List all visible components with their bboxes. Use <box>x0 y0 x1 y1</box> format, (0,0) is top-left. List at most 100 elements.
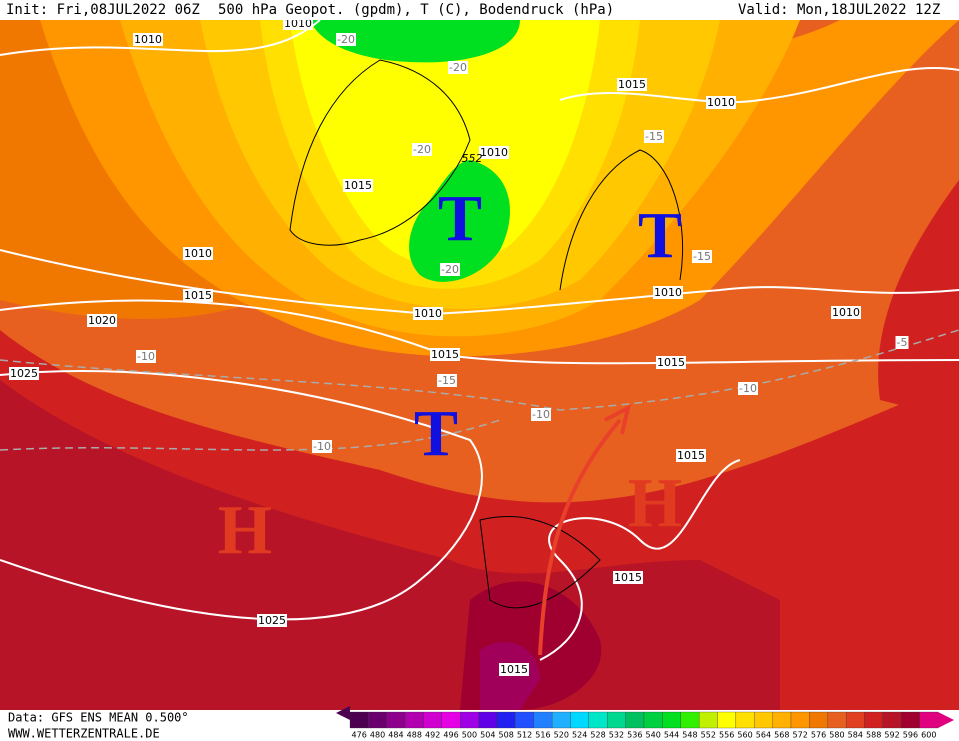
isobar-label: 1020 <box>88 314 116 327</box>
colorbar-label: 520 <box>554 731 569 740</box>
pressure-system: T <box>414 397 458 470</box>
isobar-label: 1010 <box>134 33 162 46</box>
temperature-label-box <box>895 336 909 349</box>
isobar-label: 1010 <box>184 247 212 260</box>
isobar-label: 1010 <box>832 306 860 319</box>
colorbar-swatch <box>698 711 718 729</box>
temperature-label: -10 <box>532 408 550 421</box>
isobar-label: 1015 <box>431 348 459 361</box>
temperature-label: -10 <box>739 382 757 395</box>
isobar-label-box <box>613 571 643 584</box>
isobar-label-box <box>343 179 373 192</box>
colorbar-swatch <box>919 711 939 729</box>
isobar-label-box <box>430 348 460 361</box>
isobar-label-box <box>183 247 213 260</box>
temperature-label-box <box>738 382 758 395</box>
colorbar-label: 560 <box>737 731 752 740</box>
colorbar-label: 584 <box>848 731 863 740</box>
temperature-label: -10 <box>313 440 331 453</box>
pressure-system: H <box>218 492 272 569</box>
colorbar-swatch <box>882 711 902 729</box>
colorbar-swatch <box>901 711 920 729</box>
isobar-label-box <box>831 306 861 319</box>
colorbar-start <box>336 706 350 720</box>
data-source: Data: GFS ENS MEAN 0.500° <box>8 711 189 725</box>
isobar-label: 1015 <box>677 449 705 462</box>
colorbar-swatch <box>349 711 369 729</box>
coastlines <box>289 59 684 609</box>
colorbar-swatch <box>790 711 810 729</box>
isobar-label: 1015 <box>657 356 685 369</box>
isobar-label: 1010 <box>707 96 735 109</box>
colorbar-label: 556 <box>719 731 734 740</box>
map-title: 500 hPa Geopot. (gpdm), T (C), Bodendruc… <box>218 2 614 18</box>
isobar-label-box <box>706 96 736 109</box>
colorbar-swatch <box>717 711 737 729</box>
isobar-label: 1015 <box>500 663 528 676</box>
colorbar-label: 528 <box>590 731 605 740</box>
temperature-label: -20 <box>441 263 459 276</box>
colorbar-label: 572 <box>793 731 808 740</box>
colorbar-swatch <box>404 711 424 729</box>
colorbar-label: 476 <box>352 731 367 740</box>
temperature-label: -20 <box>449 61 467 74</box>
temperature-label-box <box>312 440 332 453</box>
isobar-label: 1015 <box>184 289 212 302</box>
temperature-label-box <box>448 61 468 74</box>
temperature-label: -15 <box>645 130 663 143</box>
temperature-label-box <box>644 130 664 143</box>
colorbar-swatch <box>533 711 553 729</box>
init-time: Init: Fri,08JUL2022 06Z <box>6 2 200 18</box>
colorbar-label: 516 <box>535 731 550 740</box>
colorbar-swatch <box>460 711 479 729</box>
isobar-label: 1015 <box>614 571 642 584</box>
colorbar-swatch <box>496 711 516 729</box>
isobar-label: 1025 <box>10 367 38 380</box>
temperature-label: -15 <box>693 250 711 263</box>
map-fields <box>0 20 959 710</box>
colorbar-swatch <box>423 711 443 729</box>
temperature-label-box <box>136 350 156 363</box>
temperature-label-box <box>440 263 460 276</box>
colorbar-swatch <box>368 711 387 729</box>
flow-arrow <box>538 418 622 656</box>
colorbar-swatch <box>515 711 534 729</box>
colorbar-swatch <box>551 711 571 729</box>
colorbar-swatch <box>570 711 590 729</box>
isobar-label: 1015 <box>618 78 646 91</box>
temperature-label-box <box>437 374 457 387</box>
isobar-label-box <box>676 449 706 462</box>
isobar-label-box <box>499 663 529 676</box>
colorbar-label: 512 <box>517 731 532 740</box>
temperature-label-box <box>336 33 356 46</box>
colorbar-label: 568 <box>774 731 789 740</box>
isobar-label: 1010 <box>480 146 508 159</box>
colorbar-label: 580 <box>829 731 844 740</box>
colorbar-label: 600 <box>921 731 936 740</box>
colorbar-swatch <box>680 711 700 729</box>
temperature-label: -20 <box>413 143 431 156</box>
temperature-label-box <box>412 143 432 156</box>
colorbar-swatch <box>662 711 681 729</box>
colorbar-label: 488 <box>407 731 422 740</box>
colorbar-swatch <box>772 711 792 729</box>
colorbar-label: 504 <box>480 731 495 740</box>
colorbar-label: 480 <box>370 731 385 740</box>
isobar-label-box <box>413 307 443 320</box>
isobar-label-box <box>257 614 287 627</box>
isobar-label-box <box>656 356 686 369</box>
temperature-label: -15 <box>438 374 456 387</box>
colorbar-swatch <box>827 711 847 729</box>
isobar-label: 1010 <box>284 17 312 30</box>
colorbar-swatch <box>588 711 608 729</box>
colorbar-swatch <box>441 711 461 729</box>
flow-arrow-head <box>604 404 631 435</box>
colorbar-label: 532 <box>609 731 624 740</box>
isobar-label: 1025 <box>258 614 286 627</box>
colorbar-label: 596 <box>903 731 918 740</box>
colorbar-label: 592 <box>884 731 899 740</box>
colorbar-label: 500 <box>462 731 477 740</box>
isobar-label: 1010 <box>414 307 442 320</box>
colorbar-swatch <box>386 711 406 729</box>
colorbar-label: 588 <box>866 731 881 740</box>
